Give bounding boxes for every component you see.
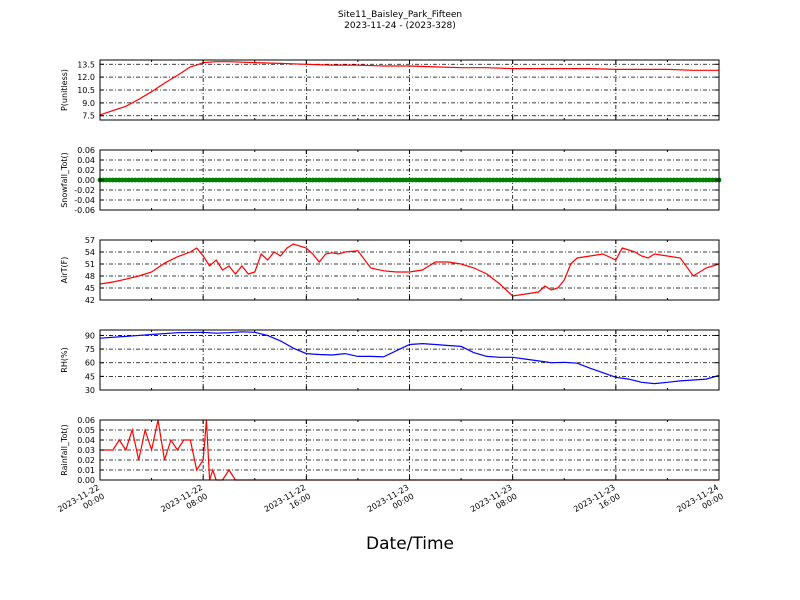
y-tick-label: 0.04 [77, 436, 95, 445]
y-tick-label: 57 [85, 236, 95, 245]
y-tick-label: 54 [85, 248, 95, 257]
y-tick-label: 0.06 [77, 416, 95, 425]
y-tick-label: 90 [85, 331, 95, 340]
y-tick-label: 51 [85, 260, 95, 269]
y-tick-label: 0.05 [77, 426, 95, 435]
x-tick-label: 2023-11-2208:00 [159, 483, 209, 523]
x-tick-labels: 2023-11-2200:00 2023-11-2208:00 2023-11-22… [56, 483, 725, 523]
y-tick-label: 0.04 [77, 156, 95, 165]
series-line [99, 243, 720, 297]
x-tick-label: 2023-11-2216:00 [263, 483, 313, 523]
y-tick-label: -0.06 [74, 206, 95, 215]
y-tick-label: 0.03 [77, 446, 95, 455]
y-tick-label: 30 [85, 386, 95, 395]
panel-3: 30 45 60 75 90 RH(%) [60, 329, 720, 395]
y-axis-label: Rainfall_Tot() [60, 424, 69, 476]
y-tick-label: 13.5 [77, 60, 95, 69]
y-tick-label: -0.02 [74, 186, 95, 195]
series-line [99, 61, 719, 116]
y-axis-label: AirT(F) [60, 257, 69, 284]
y-tick-label: 7.5 [82, 112, 95, 121]
x-tick-label: 2023-11-2300:00 [366, 483, 416, 523]
y-tick-label: 42 [85, 296, 95, 305]
y-tick-label: 0.00 [77, 476, 95, 485]
panel-0: 7.5 9.0 10.5 12.0 13.5 P(unitless) [60, 59, 720, 121]
y-axis-label: P(unitless) [60, 69, 69, 111]
x-tick-label: 2023-11-2308:00 [469, 483, 519, 523]
y-tick-label: 45 [85, 372, 95, 381]
y-tick-label: 9.0 [82, 99, 95, 108]
y-tick-label: 0.02 [77, 456, 95, 465]
y-tick-label: 10.5 [77, 86, 95, 95]
y-tick-label: 0.02 [77, 166, 95, 175]
x-axis-label: Date/Time [366, 534, 454, 554]
y-tick-label: 0.06 [77, 146, 95, 155]
series-line [100, 419, 719, 481]
y-tick-label: 75 [85, 345, 95, 354]
y-tick-label: 45 [85, 284, 95, 293]
series-line [99, 331, 720, 385]
y-tick-label: 60 [85, 359, 95, 368]
x-tick-label: 2023-11-2200:00 [56, 483, 106, 523]
y-tick-label: 12.0 [77, 73, 95, 82]
x-tick-label: 2023-11-2400:00 [675, 483, 725, 523]
y-axis-label: RH(%) [60, 347, 69, 372]
chart-title: Site11_Baisley_Park_Fifteen [337, 10, 463, 20]
panel-4: 0.000.010.020.030.040.050.06 Rainfall_Tot… [60, 416, 720, 485]
y-tick-label: 48 [85, 272, 95, 281]
y-tick-label: 0.00 [77, 176, 95, 185]
panel-2: 42 45 48 51 54 57 AirT(F) [60, 236, 720, 305]
y-tick-label: 0.01 [77, 466, 95, 475]
y-tick-label: -0.04 [74, 196, 95, 205]
y-axis-label: Snowfall_Tot() [60, 152, 69, 208]
chart-subtitle: 2023-11-24 - (2023-328) [344, 21, 456, 31]
x-tick-label: 2023-11-2316:00 [572, 483, 622, 523]
panel-1: -0.06-0.04-0.020.000.020.040.06 Snowfall_… [60, 146, 722, 215]
